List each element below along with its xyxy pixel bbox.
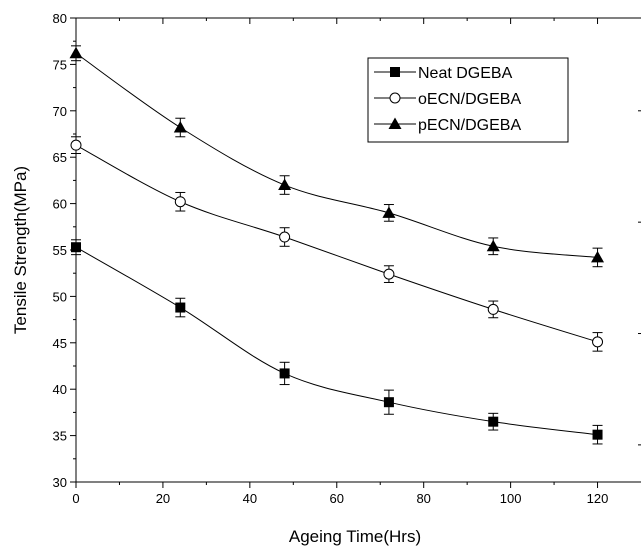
legend: Neat DGEBA oECN/DGEBA pECN/DGEBA bbox=[367, 57, 569, 143]
y-tick-label: 70 bbox=[53, 104, 67, 119]
x-tick-label: 80 bbox=[416, 491, 430, 506]
series-line bbox=[75, 144, 598, 343]
series-1 bbox=[70, 136, 604, 352]
data-point bbox=[383, 397, 394, 408]
data-point bbox=[592, 336, 604, 348]
legend-label: Neat DGEBA bbox=[418, 65, 513, 82]
data-point bbox=[279, 368, 290, 379]
legend-marker bbox=[390, 67, 400, 77]
x-tick-label: 40 bbox=[243, 491, 257, 506]
x-tick-label: 0 bbox=[72, 491, 79, 506]
x-axis-label: Ageing Time(Hrs) bbox=[289, 527, 421, 546]
x-tick-label: 20 bbox=[156, 491, 170, 506]
x-tick-label: 120 bbox=[587, 491, 609, 506]
y-tick-label: 45 bbox=[53, 336, 67, 351]
data-point bbox=[279, 231, 291, 243]
series-line bbox=[75, 52, 598, 258]
series-0 bbox=[71, 239, 603, 445]
y-tick-label: 75 bbox=[53, 57, 67, 72]
x-tick-label: 100 bbox=[500, 491, 522, 506]
y-tick-label: 60 bbox=[53, 197, 67, 212]
y-axis-label: Tensile Strength(MPa) bbox=[11, 166, 30, 334]
x-tick-label: 60 bbox=[330, 491, 344, 506]
legend-marker bbox=[389, 92, 401, 104]
y-tick-label: 30 bbox=[53, 475, 67, 490]
y-tick-label: 80 bbox=[53, 11, 67, 26]
legend-label: oECN/DGEBA bbox=[418, 91, 521, 108]
data-point bbox=[486, 239, 500, 252]
data-point bbox=[383, 268, 395, 280]
y-tick-label: 50 bbox=[53, 289, 67, 304]
data-point bbox=[69, 46, 83, 59]
data-point bbox=[591, 250, 605, 263]
data-point bbox=[173, 121, 187, 133]
data-point bbox=[488, 416, 499, 427]
y-tick-label: 55 bbox=[53, 243, 67, 258]
series-layer bbox=[69, 45, 605, 445]
legend-marker bbox=[388, 117, 402, 129]
y-tick-label: 35 bbox=[53, 429, 67, 444]
data-point bbox=[487, 303, 499, 315]
y-tick-label: 65 bbox=[53, 150, 67, 165]
legend-label: pECN/DGEBA bbox=[418, 117, 521, 134]
y-tick-label: 40 bbox=[53, 382, 67, 397]
data-point bbox=[592, 429, 603, 440]
data-point bbox=[70, 139, 82, 151]
ticks: 0 20 40 60 80 100 120 30 35 40 45 50 55 60 65 70 75 80 bbox=[53, 11, 609, 506]
series-line bbox=[75, 246, 598, 436]
data-point bbox=[174, 196, 186, 208]
series-2 bbox=[69, 45, 605, 268]
data-point bbox=[175, 302, 186, 313]
data-point bbox=[278, 178, 292, 191]
data-point bbox=[71, 242, 81, 253]
data-point bbox=[382, 206, 396, 218]
